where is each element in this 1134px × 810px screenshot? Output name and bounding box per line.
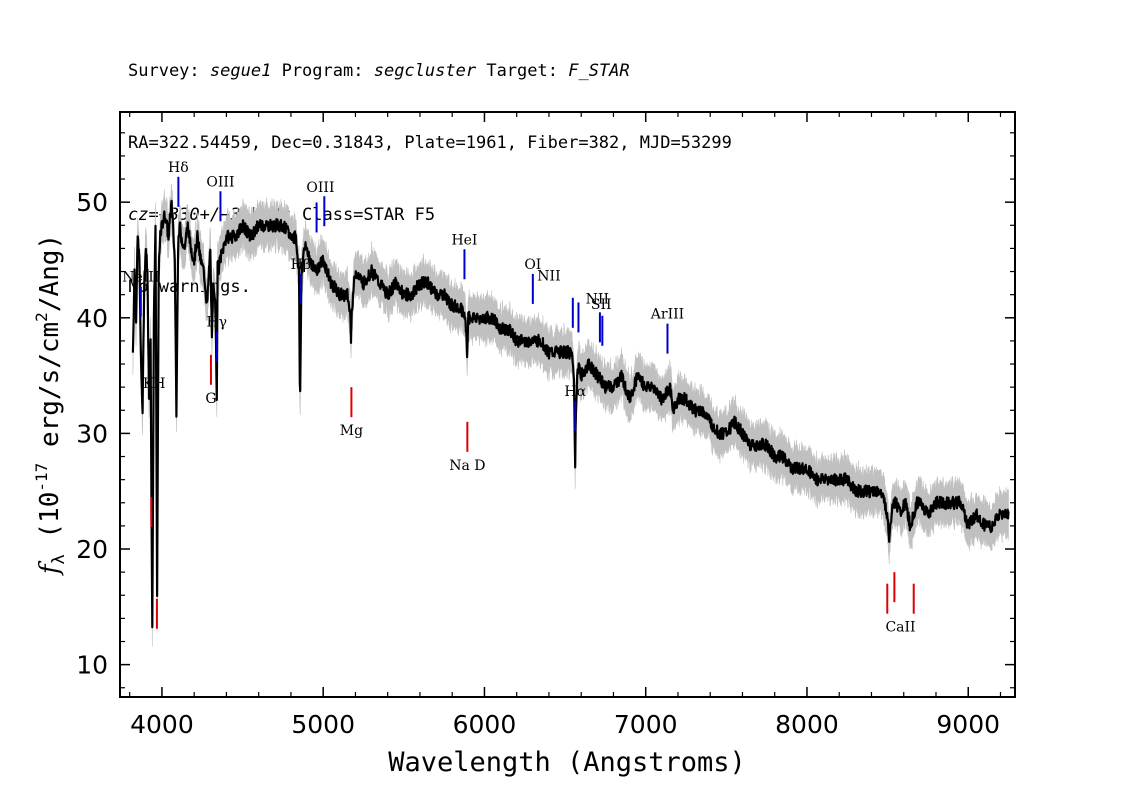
target-label: Target: xyxy=(486,61,558,81)
y-tick-label: 50 xyxy=(76,188,108,217)
line-label: OIII xyxy=(206,174,234,190)
line-label: HeI xyxy=(451,232,477,248)
target-value: F_STAR xyxy=(568,61,630,81)
cz-value: cz=−330+/−3 xyxy=(128,205,241,225)
survey-value: segue1 xyxy=(209,61,272,81)
line-label: NeIII xyxy=(122,270,159,286)
survey-label: Survey: xyxy=(128,61,200,81)
x-tick-label: 8000 xyxy=(775,710,839,739)
y-tick-label: 10 xyxy=(76,651,108,680)
line-label: ArIII xyxy=(650,307,684,323)
header-line-coordinates: RA=322.54459, Dec=0.31843, Plate=1961, F… xyxy=(128,133,732,153)
y-axis-label: fλ (10-17 erg/s/cm2/Ang) xyxy=(32,234,69,576)
y-tick-label: 30 xyxy=(76,419,108,448)
svg-text:fλ (10-17 erg/s/cm2/Ang): fλ (10-17 erg/s/cm2/Ang) xyxy=(32,234,69,576)
x-tick-label: 9000 xyxy=(936,710,1000,739)
line-label: OI xyxy=(524,257,541,273)
line-label: G xyxy=(205,391,216,407)
x-tick-label: 6000 xyxy=(453,710,517,739)
plot-frame xyxy=(119,111,1016,698)
error-band-fill xyxy=(132,183,1009,647)
line-label: Hδ xyxy=(168,160,189,176)
error-band xyxy=(132,183,1009,647)
line-label: Hα xyxy=(564,384,586,400)
line-label: OIII xyxy=(306,180,334,196)
line-label: Hγ xyxy=(206,315,227,331)
header-line-survey: Survey: segue1 Program: segcluster Targe… xyxy=(128,59,732,83)
line-label: Na D xyxy=(449,458,485,474)
line-label: Mg xyxy=(340,423,363,439)
x-axis-label: Wavelength (Angstroms) xyxy=(388,747,746,778)
line-label: SII xyxy=(591,297,612,313)
spectrum-layer xyxy=(131,199,1010,629)
x-tick-label: 4000 xyxy=(130,710,194,739)
y-tick-label: 40 xyxy=(76,304,108,333)
line-label: NII xyxy=(586,292,609,308)
x-tick-label: 5000 xyxy=(291,710,355,739)
program-label: Program: xyxy=(281,61,364,81)
program-value: segcluster xyxy=(373,61,477,81)
line-label: Hβ xyxy=(291,257,311,273)
line-label: NII xyxy=(537,268,560,284)
x-tick-label: 7000 xyxy=(614,710,678,739)
spectrum-header: Survey: segue1 Program: segcluster Targe… xyxy=(128,11,732,323)
line-label: CaII xyxy=(885,620,915,636)
axis-ticks: 4000 5000 6000 7000 8000 9000 10 20 30 40 50 xyxy=(76,112,1015,739)
spectrum-line xyxy=(131,199,1010,629)
line-markers: NeIIIHδHγOIIIHβOIIIHeIOINIIHαNIISIIArIII… xyxy=(122,160,915,636)
line-label: KH xyxy=(143,376,166,392)
y-tick-label: 20 xyxy=(76,535,108,564)
